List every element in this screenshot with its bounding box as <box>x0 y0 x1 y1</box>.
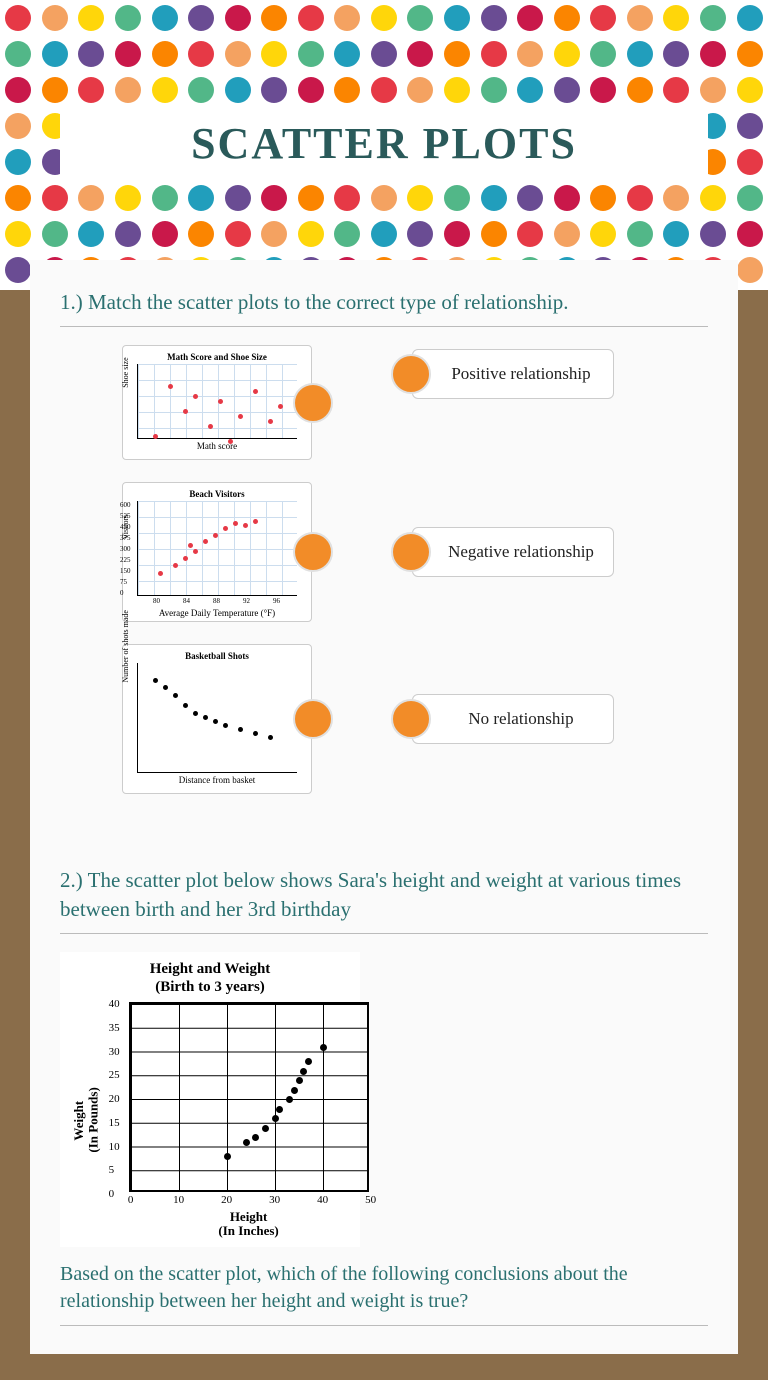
question-2-prompt: 2.) The scatter plot below shows Sara's … <box>60 866 708 934</box>
q1-answer-2[interactable]: No relationship <box>412 694 614 744</box>
match-target-node-0[interactable] <box>391 354 431 394</box>
match-source-node-2[interactable] <box>293 699 333 739</box>
q2-plot-area: 051015202530354001020304050 <box>129 1002 369 1192</box>
match-target-node-2[interactable] <box>391 699 431 739</box>
match-target-node-1[interactable] <box>391 532 431 572</box>
title-banner: SCATTER PLOTS <box>60 108 708 179</box>
question-1-prompt: 1.) Match the scatter plots to the corre… <box>60 288 708 327</box>
q1-answer-0[interactable]: Positive relationship <box>412 349 614 399</box>
q1-answer-1[interactable]: Negative relationship <box>412 527 614 577</box>
match-source-node-0[interactable] <box>293 383 333 423</box>
q2-chart-title: Height and Weight (Birth to 3 years) <box>68 960 352 996</box>
q1-chart-2[interactable]: Basketball ShotsNumber of shots madeDist… <box>122 644 312 794</box>
question-2-conclusion: Based on the scatter plot, which of the … <box>60 1261 708 1326</box>
q2-xlabel: Height (In Inches) <box>129 1210 369 1239</box>
page-title: SCATTER PLOTS <box>60 118 708 169</box>
match-source-node-1[interactable] <box>293 532 333 572</box>
q2-chart: Height and Weight (Birth to 3 years) Wei… <box>60 952 360 1247</box>
q2-ylabel: Weight (In Pounds) <box>68 1002 105 1239</box>
q1-chart-0[interactable]: Math Score and Shoe SizeShoe sizeMath sc… <box>122 345 312 460</box>
q1-chart-1[interactable]: Beach VisitorsVisitors600525450375300225… <box>122 482 312 622</box>
worksheet-card: 1.) Match the scatter plots to the corre… <box>30 260 738 1354</box>
decorative-dots-header: SCATTER PLOTS <box>0 0 768 290</box>
